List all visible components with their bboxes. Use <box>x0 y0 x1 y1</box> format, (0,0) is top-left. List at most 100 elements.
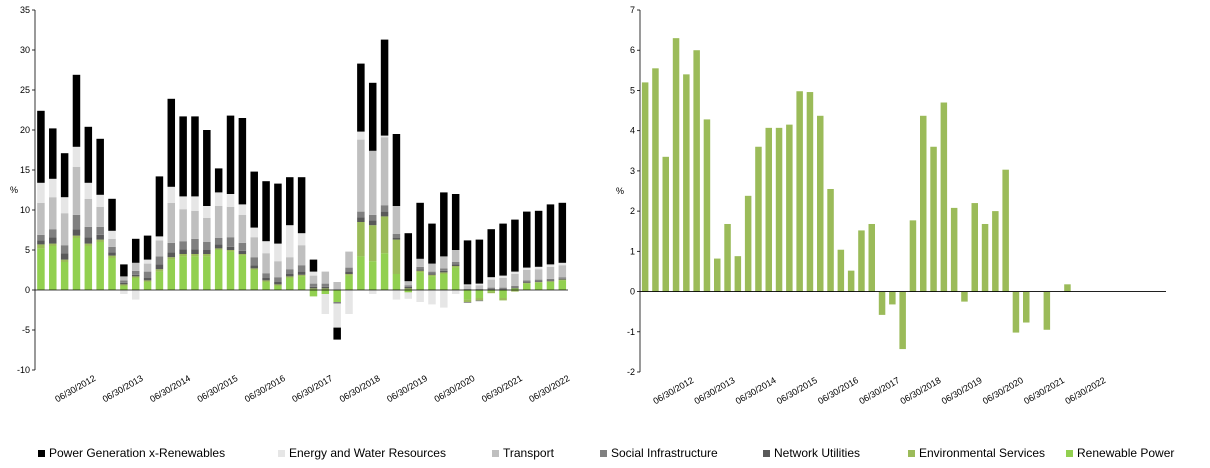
y-tick-label: 5 <box>630 85 635 95</box>
bar-segment <box>392 234 401 238</box>
bar-segment <box>428 290 436 305</box>
bar-segment <box>179 209 187 242</box>
bar-segment <box>345 274 353 276</box>
bar-segment <box>463 302 472 303</box>
bar-segment <box>463 290 472 300</box>
bar-segment <box>744 195 752 292</box>
legend-item: Transport <box>492 446 554 460</box>
bar-segment <box>534 269 543 280</box>
bar-segment <box>226 251 235 290</box>
bar-segment <box>345 267 353 272</box>
bar-segment <box>451 194 460 250</box>
x-tick-label: 06/30/2016 <box>243 373 287 404</box>
x-tick-label: 06/30/2015 <box>196 373 240 404</box>
bar-segment <box>191 238 199 250</box>
bar-segment <box>321 288 330 290</box>
bar-segment <box>380 135 389 138</box>
bar-segment <box>49 229 57 238</box>
bar-segment <box>72 74 81 147</box>
bar-segment <box>250 270 258 290</box>
bar-segment <box>143 263 152 272</box>
bar-segment <box>683 74 690 292</box>
bar-segment <box>143 280 152 282</box>
bar-segment <box>662 156 669 292</box>
bar-segment <box>499 298 507 301</box>
bar-segment <box>84 182 93 199</box>
bar-segment <box>487 277 495 280</box>
bar-segment <box>155 271 164 290</box>
y-axis-label: % <box>616 186 624 196</box>
bar-segment <box>286 278 294 290</box>
bar-segment <box>286 269 294 274</box>
bar-segment <box>321 294 330 314</box>
bar-segment <box>889 291 896 305</box>
bar-segment <box>309 259 318 272</box>
bar-segment <box>72 214 81 230</box>
bar-segment <box>49 178 57 198</box>
bar-segment <box>380 216 389 254</box>
bar-segment <box>49 237 57 244</box>
x-tick-label: 06/30/2022 <box>1063 375 1107 406</box>
bar-segment <box>404 233 413 282</box>
bar-segment <box>238 242 247 251</box>
bar-segment <box>274 277 282 282</box>
bar-segment <box>226 115 235 194</box>
bar-segment <box>108 246 116 253</box>
bar-segment <box>546 264 555 267</box>
bar-segment <box>428 263 436 272</box>
bar-segment <box>274 261 282 278</box>
bar-segment <box>214 248 223 250</box>
bar-segment <box>108 238 116 247</box>
bar-segment <box>203 242 211 250</box>
bar-segment <box>368 220 377 226</box>
bar-segment <box>250 257 258 266</box>
bar-segment <box>475 239 484 284</box>
bar-segment <box>404 292 413 299</box>
bar-segment <box>858 230 865 292</box>
bar-segment <box>487 229 495 278</box>
bar-segment <box>487 290 495 292</box>
bar-segment <box>37 248 45 290</box>
bar-segment <box>333 302 341 304</box>
bar-segment <box>321 290 330 294</box>
bar-segment <box>309 275 318 284</box>
bar-segment <box>546 280 555 282</box>
bar-segment <box>499 278 507 288</box>
bar-segment <box>191 254 199 257</box>
bar-segment <box>37 244 45 249</box>
bar-segment <box>463 285 472 290</box>
bar-segment <box>274 282 282 285</box>
bar-segment <box>333 282 341 290</box>
bar-segment <box>368 82 377 151</box>
bar-segment <box>961 291 968 302</box>
bar-segment <box>37 234 45 241</box>
bar-segment <box>475 290 484 298</box>
bar-segment <box>357 222 365 257</box>
bar-segment <box>214 168 223 193</box>
bar-segment <box>226 246 235 250</box>
bar-segment <box>558 279 567 281</box>
bar-segment <box>511 274 519 286</box>
bar-segment <box>558 202 567 263</box>
bar-segment <box>155 269 164 272</box>
legend-label: Power Generation x-Renewables <box>49 446 226 460</box>
bar-segment <box>672 38 680 292</box>
bar-segment <box>463 240 472 285</box>
bar-segment <box>309 283 318 287</box>
bar-segment <box>1043 291 1051 330</box>
y-tick-label: -10 <box>17 365 30 375</box>
bar-segment <box>511 286 519 288</box>
bar-segment <box>143 282 152 290</box>
bar-segment <box>971 203 978 292</box>
bar-segment <box>511 219 519 272</box>
y-tick-label: 6 <box>630 45 635 55</box>
bar-segment <box>404 286 413 289</box>
bar-segment <box>60 245 69 254</box>
bar-segment <box>714 258 721 292</box>
bar-segment <box>60 153 69 198</box>
bar-segment <box>155 264 164 270</box>
y-tick-label: 4 <box>630 126 635 136</box>
y-tick-label: 15 <box>20 165 30 175</box>
x-tick-label: 06/30/2013 <box>693 375 737 406</box>
